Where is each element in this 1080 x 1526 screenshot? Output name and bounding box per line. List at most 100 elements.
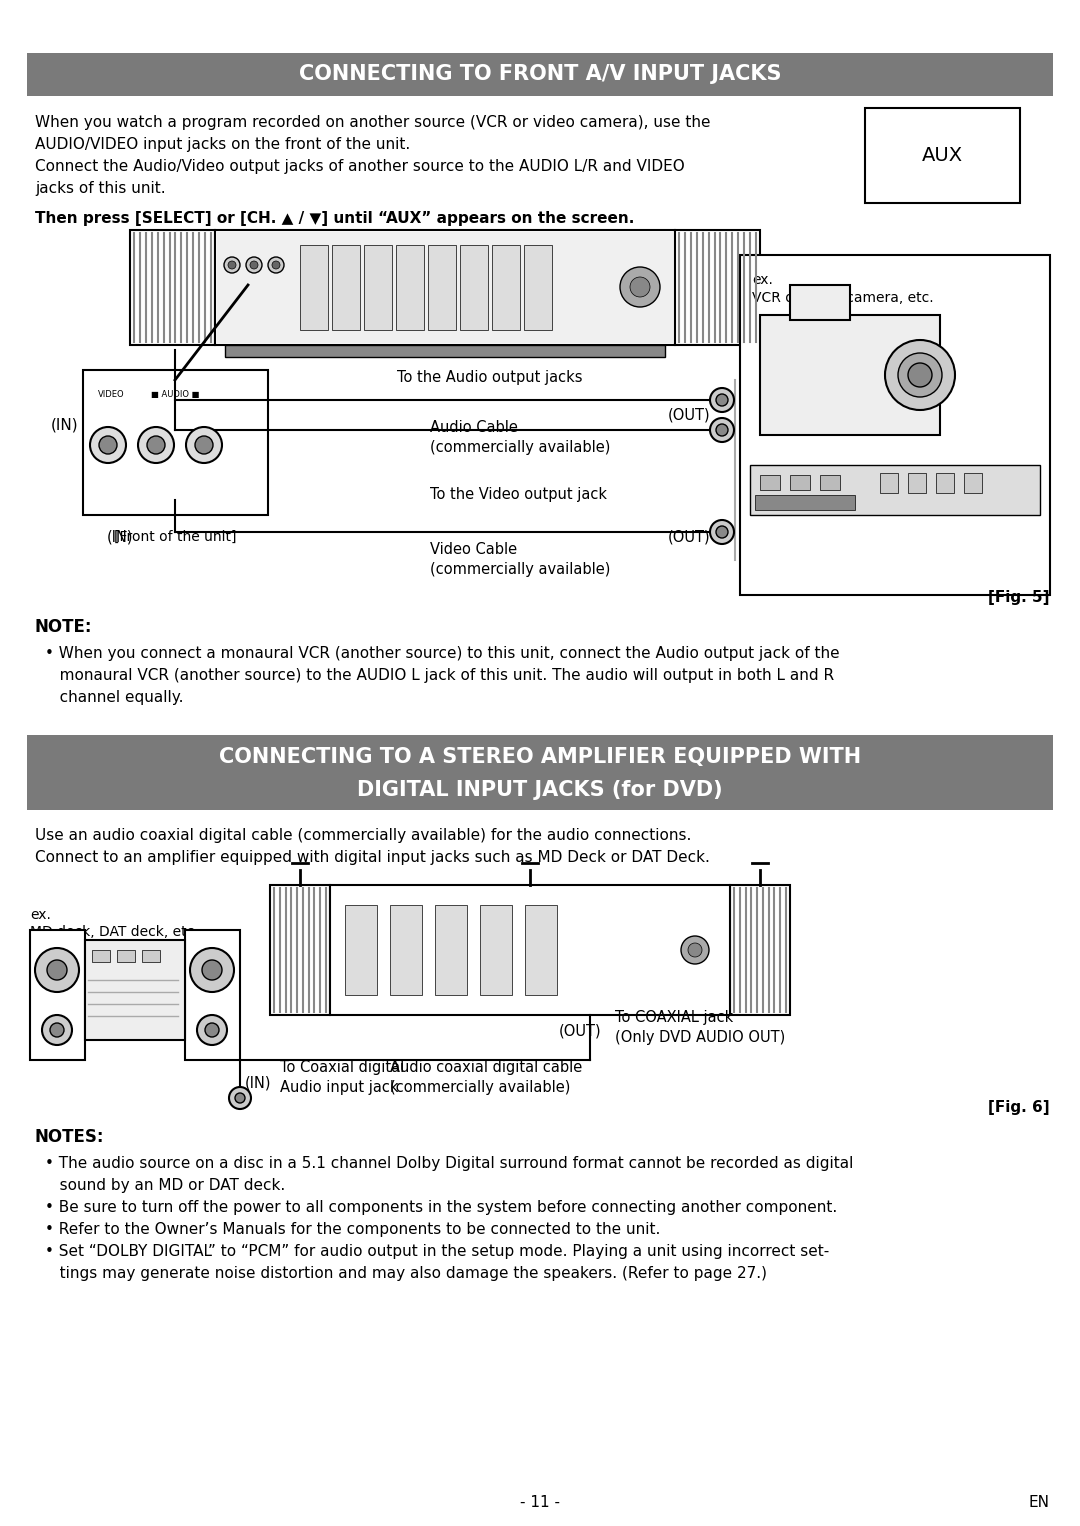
Text: MD deck, DAT deck, etc.: MD deck, DAT deck, etc. [30, 925, 199, 938]
Circle shape [138, 427, 174, 462]
Text: • Be sure to turn off the power to all components in the system before connectin: • Be sure to turn off the power to all c… [45, 1199, 837, 1215]
Circle shape [42, 1015, 72, 1045]
Circle shape [716, 394, 728, 406]
Text: To Coaxial digital: To Coaxial digital [280, 1061, 404, 1074]
Text: [Fig. 6]: [Fig. 6] [988, 1100, 1050, 1116]
Text: When you watch a program recorded on another source (VCR or video camera), use t: When you watch a program recorded on ano… [35, 114, 711, 130]
Text: sound by an MD or DAT deck.: sound by an MD or DAT deck. [45, 1178, 285, 1193]
Text: (IN): (IN) [51, 418, 78, 432]
Text: jacks of this unit.: jacks of this unit. [35, 182, 165, 195]
Circle shape [716, 526, 728, 539]
Bar [865, 108, 1020, 203]
Bar [428, 246, 456, 330]
Circle shape [272, 261, 280, 269]
Circle shape [50, 1022, 64, 1038]
Text: Video Cable: Video Cable [430, 542, 517, 557]
Circle shape [716, 424, 728, 436]
Bar [270, 885, 330, 1015]
Bar [750, 465, 1040, 514]
Bar [675, 230, 760, 345]
Text: • When you connect a monaural VCR (another source) to this unit, connect the Aud: • When you connect a monaural VCR (anoth… [45, 645, 839, 661]
Circle shape [897, 353, 942, 397]
Bar [740, 255, 1050, 595]
Bar [760, 475, 780, 490]
Text: monaural VCR (another source) to the AUDIO L jack of this unit. The audio will o: monaural VCR (another source) to the AUD… [45, 668, 834, 684]
Text: To COAXIAL jack: To COAXIAL jack [615, 1010, 733, 1025]
Circle shape [885, 340, 955, 410]
Text: NOTE:: NOTE: [35, 618, 93, 636]
Bar [964, 473, 982, 493]
Circle shape [186, 427, 222, 462]
Text: Use an audio coaxial digital cable (commercially available) for the audio connec: Use an audio coaxial digital cable (comm… [35, 829, 691, 842]
Circle shape [268, 256, 284, 273]
Text: To the Audio output jacks: To the Audio output jacks [397, 369, 583, 385]
Bar [396, 246, 424, 330]
Text: (OUT): (OUT) [667, 407, 710, 423]
Text: Audio coaxial digital cable: Audio coaxial digital cable [390, 1061, 582, 1074]
Text: • Refer to the Owner’s Manuals for the components to be connected to the unit.: • Refer to the Owner’s Manuals for the c… [45, 1222, 660, 1238]
Text: • The audio source on a disc in a 5.1 channel Dolby Digital surround format cann: • The audio source on a disc in a 5.1 ch… [45, 1157, 853, 1170]
Text: To the Video output jack: To the Video output jack [430, 487, 607, 502]
Bar [185, 929, 240, 1061]
Text: Connect to an amplifier equipped with digital input jacks such as MD Deck or DAT: Connect to an amplifier equipped with di… [35, 850, 710, 865]
Text: NOTES:: NOTES: [35, 1128, 105, 1146]
Bar [30, 929, 85, 1061]
Circle shape [688, 943, 702, 957]
Circle shape [147, 436, 165, 455]
Bar [364, 246, 392, 330]
Circle shape [228, 261, 237, 269]
Text: DIGITAL INPUT JACKS (for DVD): DIGITAL INPUT JACKS (for DVD) [357, 780, 723, 800]
Text: (Only DVD AUDIO OUT): (Only DVD AUDIO OUT) [615, 1030, 785, 1045]
Circle shape [908, 363, 932, 388]
Text: CONNECTING TO FRONT A/V INPUT JACKS: CONNECTING TO FRONT A/V INPUT JACKS [299, 64, 781, 84]
Bar [936, 473, 954, 493]
Text: VCR or video camera, etc.: VCR or video camera, etc. [752, 291, 933, 305]
Bar [332, 246, 360, 330]
Bar [85, 940, 185, 1041]
Bar [460, 246, 488, 330]
Text: EN: EN [1029, 1495, 1050, 1511]
Bar [27, 53, 1053, 96]
Text: (commercially available): (commercially available) [390, 1080, 570, 1096]
Bar [760, 314, 940, 435]
Circle shape [620, 267, 660, 307]
Text: CONNECTING TO A STEREO AMPLIFIER EQUIPPED WITH: CONNECTING TO A STEREO AMPLIFIER EQUIPPE… [219, 748, 861, 768]
Text: Audio input jack: Audio input jack [280, 1080, 399, 1096]
Circle shape [190, 948, 234, 992]
Bar [215, 230, 675, 345]
Circle shape [235, 1093, 245, 1103]
Text: (commercially available): (commercially available) [430, 439, 610, 455]
Text: Connect the Audio/Video output jacks of another source to the AUDIO L/R and VIDE: Connect the Audio/Video output jacks of … [35, 159, 685, 174]
Circle shape [224, 256, 240, 273]
Text: [Front of the unit]: [Front of the unit] [113, 530, 237, 543]
Bar [480, 905, 512, 995]
Text: • Set “DOLBY DIGITAL” to “PCM” for audio output in the setup mode. Playing a uni: • Set “DOLBY DIGITAL” to “PCM” for audio… [45, 1244, 829, 1259]
Bar [789, 475, 810, 490]
Bar [492, 246, 519, 330]
Text: AUX: AUX [922, 146, 963, 165]
Text: (IN): (IN) [107, 530, 133, 545]
Bar [880, 473, 897, 493]
Circle shape [710, 418, 734, 443]
Text: (IN): (IN) [245, 1074, 271, 1090]
Circle shape [246, 256, 262, 273]
Bar [525, 905, 557, 995]
Bar [908, 473, 926, 493]
Bar [217, 232, 673, 343]
Bar [225, 345, 665, 357]
Circle shape [681, 935, 708, 964]
Circle shape [205, 1022, 219, 1038]
Bar [117, 951, 135, 961]
Text: (OUT): (OUT) [667, 530, 710, 545]
Text: ex.: ex. [752, 273, 773, 287]
Bar [345, 905, 377, 995]
Circle shape [35, 948, 79, 992]
Circle shape [249, 261, 258, 269]
Bar [92, 951, 110, 961]
Bar [390, 905, 422, 995]
Circle shape [202, 960, 222, 980]
Bar [130, 230, 215, 345]
Bar [524, 246, 552, 330]
Circle shape [630, 278, 650, 298]
Text: AUDIO/VIDEO input jacks on the front of the unit.: AUDIO/VIDEO input jacks on the front of … [35, 137, 410, 153]
